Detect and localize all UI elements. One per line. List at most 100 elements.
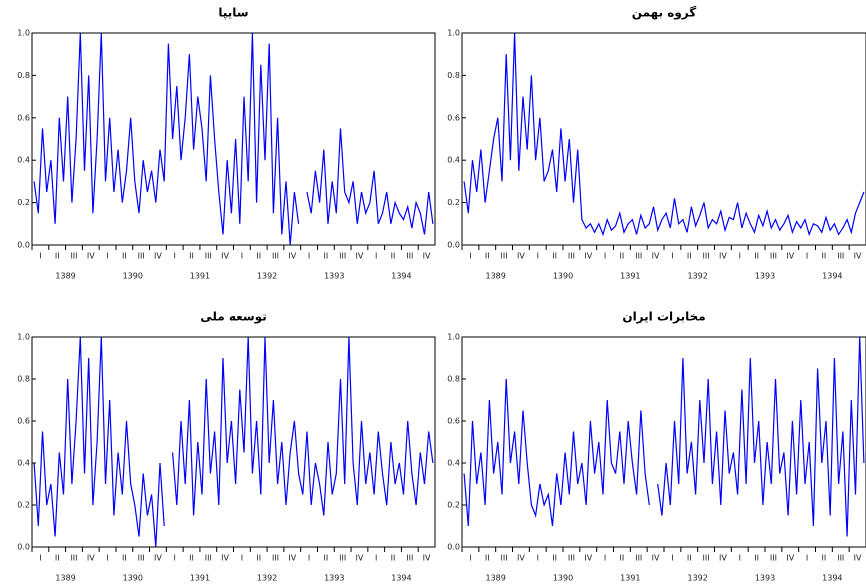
x-quarter-label: IV <box>786 554 794 563</box>
x-quarter-label: IV <box>584 554 592 563</box>
x-quarter-label: III <box>568 554 575 563</box>
x-quarter-label: I <box>39 554 41 563</box>
x-quarter-label: III <box>635 252 642 261</box>
x-year-label: 1389 <box>485 272 505 281</box>
x-quarter-label: III <box>501 554 508 563</box>
x-quarter-label: II <box>620 554 625 563</box>
plot-frame <box>31 336 436 548</box>
x-year-label: 1389 <box>55 574 75 583</box>
x-year-label: 1391 <box>620 574 640 583</box>
x-year-label: 1394 <box>391 574 411 583</box>
x-quarter-label: IV <box>154 252 162 261</box>
x-year-label: 1391 <box>190 574 210 583</box>
x-year-label: 1389 <box>485 574 505 583</box>
y-tick-label: 0.0 <box>447 543 460 552</box>
x-quarter-label: II <box>687 554 692 563</box>
x-quarter-label: IV <box>288 252 296 261</box>
y-tick-label: 0.8 <box>17 71 30 80</box>
x-quarter-label: II <box>391 252 396 261</box>
y-tick-label: 1.0 <box>447 29 460 38</box>
x-year-label: 1394 <box>822 272 842 281</box>
x-quarter-label: IV <box>786 252 794 261</box>
y-tick-label: 0.0 <box>17 241 30 250</box>
x-quarter-label: II <box>256 252 261 261</box>
x-quarter-label: IV <box>584 252 592 261</box>
x-year-label: 1393 <box>755 574 775 583</box>
y-tick-label: 0.6 <box>17 417 30 426</box>
x-year-label: 1392 <box>687 574 707 583</box>
x-quarter-label: I <box>106 252 108 261</box>
x-quarter-label: I <box>39 252 41 261</box>
x-quarter-label: II <box>122 252 127 261</box>
x-year-label: 1389 <box>55 272 75 281</box>
x-year-label: 1391 <box>190 272 210 281</box>
x-quarter-label: I <box>469 554 471 563</box>
x-quarter-label: I <box>308 252 310 261</box>
x-quarter-label: III <box>406 554 413 563</box>
x-year-label: 1390 <box>123 574 143 583</box>
y-tick-label: 0.0 <box>17 543 30 552</box>
x-quarter-label: I <box>806 252 808 261</box>
x-quarter-label: II <box>189 554 194 563</box>
x-quarter-label: III <box>635 554 642 563</box>
x-quarter-label: II <box>822 252 827 261</box>
x-quarter-label: III <box>138 252 145 261</box>
x-quarter-label: IV <box>221 554 229 563</box>
y-tick-label: 1.0 <box>17 29 30 38</box>
x-quarter-label: IV <box>854 252 862 261</box>
x-quarter-label: II <box>754 252 759 261</box>
x-quarter-label: II <box>55 252 60 261</box>
y-tick-label: 0.6 <box>447 113 460 122</box>
x-quarter-label: I <box>106 554 108 563</box>
y-tick-label: 0.4 <box>447 459 460 468</box>
x-quarter-label: IV <box>854 554 862 563</box>
x-quarter-label: II <box>754 554 759 563</box>
x-year-label: 1394 <box>391 272 411 281</box>
x-quarter-label: I <box>739 252 741 261</box>
x-quarter-label: I <box>469 252 471 261</box>
y-tick-label: 0.6 <box>17 113 30 122</box>
series-line <box>657 336 865 537</box>
x-quarter-label: III <box>272 252 279 261</box>
x-quarter-label: II <box>122 554 127 563</box>
x-quarter-label: II <box>552 252 557 261</box>
x-quarter-label: II <box>485 554 490 563</box>
x-quarter-label: I <box>537 554 539 563</box>
x-quarter-label: II <box>620 252 625 261</box>
x-quarter-label: I <box>375 554 377 563</box>
x-quarter-label: I <box>375 252 377 261</box>
x-quarter-label: IV <box>356 554 364 563</box>
x-quarter-label: II <box>189 252 194 261</box>
series-line <box>33 336 165 548</box>
x-quarter-label: IV <box>517 252 525 261</box>
x-year-label: 1393 <box>324 272 344 281</box>
x-quarter-label: III <box>339 252 346 261</box>
x-quarter-label: IV <box>517 554 525 563</box>
x-quarter-label: II <box>687 252 692 261</box>
x-quarter-label: I <box>739 554 741 563</box>
x-quarter-label: IV <box>652 554 660 563</box>
x-year-label: 1392 <box>687 272 707 281</box>
x-year-label: 1392 <box>257 574 277 583</box>
x-quarter-label: IV <box>87 252 95 261</box>
x-quarter-label: I <box>174 554 176 563</box>
x-quarter-label: II <box>323 554 328 563</box>
x-quarter-label: I <box>241 252 243 261</box>
x-quarter-label: II <box>552 554 557 563</box>
y-tick-label: 0.4 <box>17 156 30 165</box>
panel-title: مخابرات ایران <box>622 310 705 324</box>
x-quarter-label: I <box>671 252 673 261</box>
x-quarter-label: I <box>174 252 176 261</box>
x-year-label: 1391 <box>620 272 640 281</box>
x-quarter-label: I <box>806 554 808 563</box>
series-line <box>306 128 434 235</box>
panel-title: سایپا <box>218 6 248 20</box>
y-tick-label: 0.6 <box>447 417 460 426</box>
y-tick-label: 0.8 <box>17 375 30 384</box>
x-quarter-label: III <box>272 554 279 563</box>
y-tick-label: 0.8 <box>447 71 460 80</box>
y-tick-label: 0.2 <box>17 501 30 510</box>
x-quarter-label: II <box>822 554 827 563</box>
